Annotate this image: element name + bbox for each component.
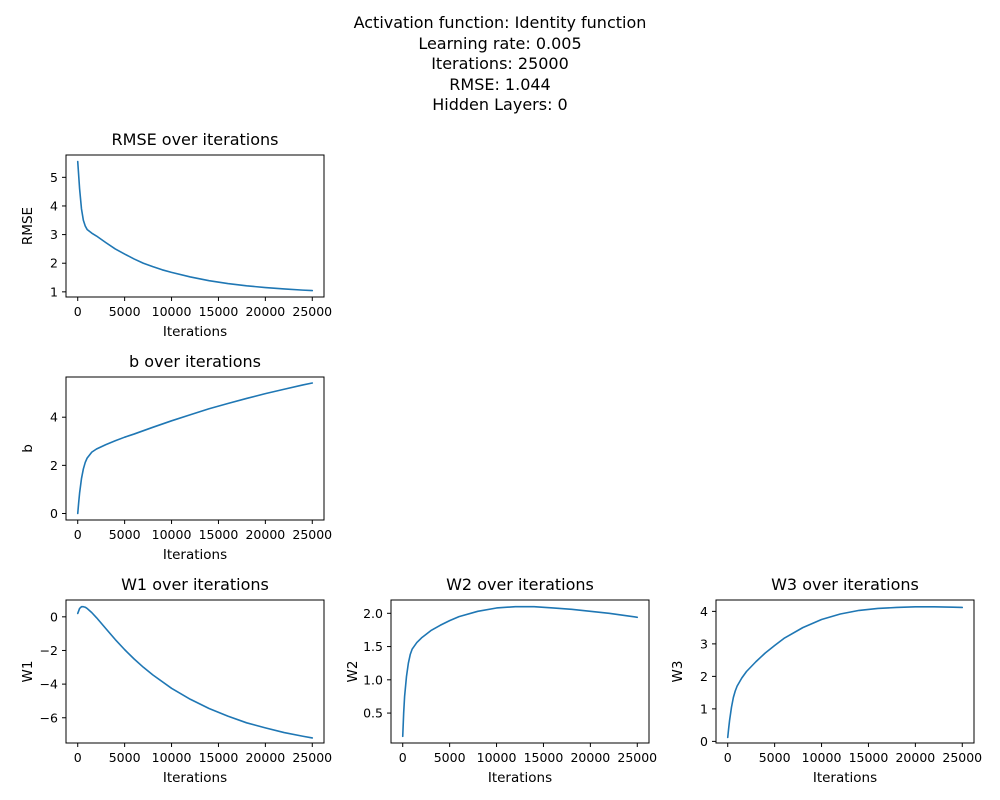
w2-axes-frame <box>390 599 650 744</box>
w2-x-axis-label: Iterations <box>488 770 552 786</box>
w2-xtick-label: 20000 <box>570 750 610 765</box>
w3-xtick-label: 15000 <box>849 750 889 765</box>
rmse-xtick-label: 5000 <box>109 304 141 319</box>
chart-rmse: 0 5000 10000 15000 20000 25000 1 2 3 4 5 RMSE over … <box>20 130 332 340</box>
b-xtick-label: 25000 <box>292 527 332 542</box>
b-xtick-label: 10000 <box>152 527 192 542</box>
w2-xtick-label: 25000 <box>617 750 657 765</box>
b-axes-frame <box>65 376 325 521</box>
b-ytick-label: 4 <box>50 410 58 425</box>
w2-xtick-label: 10000 <box>477 750 517 765</box>
figure-title-line-learning-rate: Learning rate: 0.005 <box>418 33 582 53</box>
chart-w3: 0 5000 10000 15000 20000 25000 0 1 2 3 4 W3 over it… <box>670 575 982 786</box>
b-series-line <box>76 382 314 515</box>
w3-x-axis-label: Iterations <box>813 770 877 786</box>
w1-y-axis-label: W1 <box>20 661 36 683</box>
chart-b: 0 5000 10000 15000 20000 25000 0 2 4 b over itera… <box>20 352 332 563</box>
w2-ytick-label: 0.5 <box>363 706 383 721</box>
b-chart-title: b over iterations <box>129 352 261 371</box>
w1-xtick-label: 0 <box>74 750 82 765</box>
rmse-ytick-label: 3 <box>50 227 58 242</box>
w3-ytick-label: 2 <box>700 669 708 684</box>
w3-ytick-label: 0 <box>700 734 708 749</box>
b-xtick-label: 20000 <box>245 527 285 542</box>
w3-axes-frame <box>715 599 975 744</box>
figure-title-line-iterations: Iterations: 25000 <box>431 54 569 74</box>
rmse-chart-title: RMSE over iterations <box>112 130 279 149</box>
w1-chart-title: W1 over iterations <box>121 575 269 594</box>
w1-series-line <box>76 605 314 739</box>
w3-xtick-label: 0 <box>724 750 732 765</box>
w1-ytick-label: −4 <box>40 677 58 692</box>
w3-xtick-label: 5000 <box>759 750 791 765</box>
w2-series-line <box>401 605 639 738</box>
w2-xtick-label: 5000 <box>434 750 466 765</box>
w1-ytick-label: −2 <box>40 643 58 658</box>
rmse-ytick-label: 4 <box>50 198 58 213</box>
rmse-ytick-label: 1 <box>50 284 58 299</box>
w1-xtick-label: 15000 <box>199 750 239 765</box>
w3-ytick-label: 4 <box>700 604 708 619</box>
figure-title-line-activation: Activation function: Identity function <box>353 13 647 32</box>
w2-ytick-label: 2.0 <box>363 606 383 621</box>
rmse-xtick-label: 15000 <box>199 304 239 319</box>
rmse-axes-frame <box>65 154 325 298</box>
w2-chart-title: W2 over iterations <box>446 575 594 594</box>
b-y-axis-label: b <box>20 444 36 453</box>
rmse-ytick-label: 5 <box>50 170 58 185</box>
b-ytick-label: 0 <box>50 506 58 521</box>
w1-xtick-label: 25000 <box>292 750 332 765</box>
rmse-xtick-label: 25000 <box>292 304 332 319</box>
w3-y-axis-label: W3 <box>670 661 686 683</box>
w3-ytick-label: 3 <box>700 636 708 651</box>
w3-xtick-label: 10000 <box>802 750 842 765</box>
w3-chart-title: W3 over iterations <box>771 575 919 594</box>
rmse-xtick-label: 10000 <box>152 304 192 319</box>
rmse-xtick-label: 0 <box>74 304 82 319</box>
w3-xtick-label: 20000 <box>895 750 935 765</box>
w3-xtick-label: 25000 <box>942 750 982 765</box>
b-xtick-label: 15000 <box>199 527 239 542</box>
w1-x-axis-label: Iterations <box>163 770 227 786</box>
w1-xtick-label: 10000 <box>152 750 192 765</box>
chart-w1: 0 5000 10000 15000 20000 25000 −6 −4 −2 0 W1 over … <box>20 575 332 786</box>
b-ytick-label: 2 <box>50 458 58 473</box>
w1-axes-frame <box>65 599 325 744</box>
w2-xtick-label: 15000 <box>524 750 564 765</box>
rmse-x-axis-label: Iterations <box>163 324 227 340</box>
b-xtick-label: 0 <box>74 527 82 542</box>
w2-ytick-label: 1.5 <box>363 639 383 654</box>
rmse-xtick-label: 20000 <box>245 304 285 319</box>
rmse-ytick-label: 2 <box>50 256 58 271</box>
b-xtick-label: 5000 <box>109 527 141 542</box>
rmse-y-axis-label: RMSE <box>20 207 36 245</box>
w2-xtick-label: 0 <box>399 750 407 765</box>
rmse-series-line <box>76 160 314 292</box>
b-x-axis-label: Iterations <box>163 547 227 563</box>
w1-xtick-label: 5000 <box>109 750 141 765</box>
figure-title: Activation function: Identity function L… <box>0 13 1000 116</box>
w2-y-axis-label: W2 <box>345 661 361 683</box>
w1-xtick-label: 20000 <box>245 750 285 765</box>
w3-ytick-label: 1 <box>700 701 708 716</box>
w1-ytick-label: −6 <box>40 710 58 725</box>
w1-ytick-label: 0 <box>50 609 58 624</box>
chart-w2: 0 5000 10000 15000 20000 25000 0.5 1.0 1.5 2.0 W2 … <box>345 575 657 786</box>
w3-series-line <box>726 606 964 739</box>
figure-title-line-rmse: RMSE: 1.044 <box>449 74 551 94</box>
w2-ytick-label: 1.0 <box>363 672 383 687</box>
figure-title-line-hidden-layers: Hidden Layers: 0 <box>432 95 568 115</box>
